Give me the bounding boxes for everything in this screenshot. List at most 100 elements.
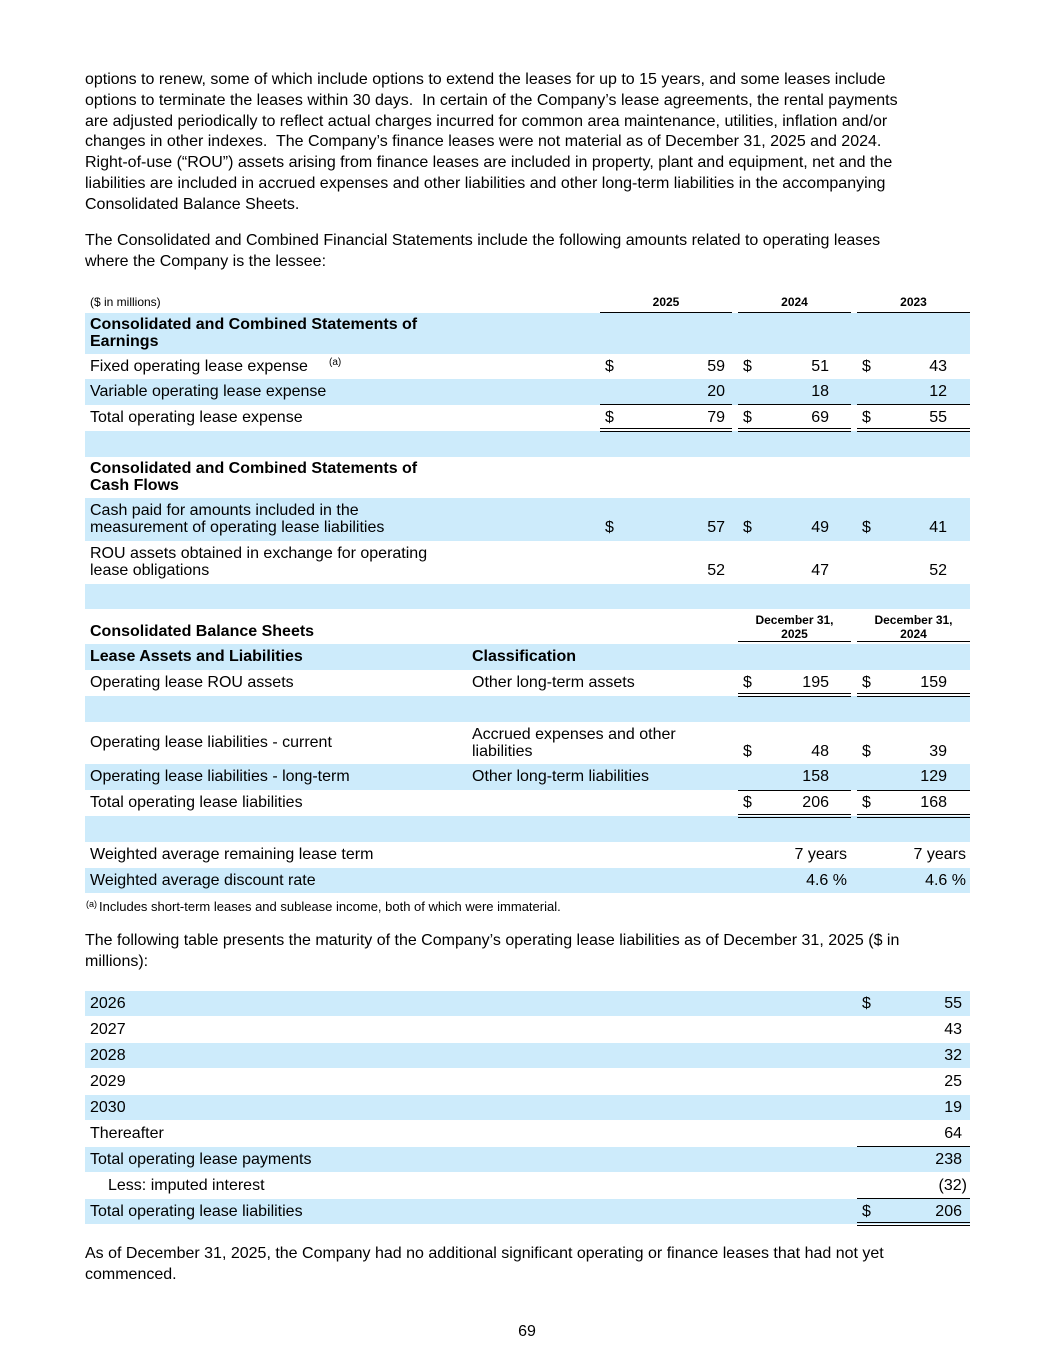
section-title: Consolidated and Combined Statements of: [90, 460, 418, 477]
currency: $: [605, 357, 614, 375]
cell-value: 55: [929, 409, 947, 426]
cell-value: 57: [707, 519, 725, 536]
currency: $: [743, 794, 752, 811]
row-band: [85, 1199, 970, 1224]
column-header: December 31,: [874, 613, 953, 627]
paragraph-line: are adjusted periodically to reflect act…: [85, 112, 888, 130]
row-label: Cash paid for amounts included in the: [90, 502, 359, 519]
row-label: Total operating lease liabilities: [90, 794, 303, 811]
rule: [857, 1222, 970, 1223]
cell-value: 12: [929, 383, 947, 400]
header-cell: Classification: [472, 648, 577, 665]
cell-value: 7 years: [913, 846, 966, 863]
cell-value: 43: [944, 1021, 962, 1038]
row-label: ROU assets obtained in exchange for oper…: [90, 545, 428, 562]
column-header: 2024: [900, 627, 927, 641]
cell-value: 52: [929, 562, 947, 579]
row-label: 2028: [90, 1047, 126, 1064]
page-number: 69: [518, 1323, 536, 1340]
rule: [857, 1225, 970, 1226]
cell-value: 19: [944, 1099, 962, 1116]
currency: $: [862, 794, 871, 811]
currency: $: [743, 357, 752, 375]
paragraph-line: Right-of-use (“ROU”) assets arising from…: [85, 154, 893, 172]
section-title: Cash Flows: [90, 477, 179, 494]
currency: $: [605, 409, 614, 426]
currency: $: [862, 995, 871, 1012]
footnote-ref: (a): [329, 356, 342, 368]
rule: [600, 312, 732, 313]
currency: $: [605, 519, 614, 536]
row-label: Less: imputed interest: [108, 1177, 265, 1194]
row-label: Operating lease ROU assets: [90, 674, 294, 691]
rule: [857, 693, 970, 694]
cell-value: 159: [920, 674, 947, 691]
row-label: Fixed operating lease expense: [90, 357, 308, 375]
row-band: [85, 991, 970, 1016]
classification: liabilities: [472, 742, 533, 760]
row-label: Total operating lease payments: [90, 1151, 312, 1168]
row-band: [85, 868, 970, 893]
rule: [738, 404, 851, 405]
rule: [600, 431, 732, 432]
currency: $: [862, 357, 871, 375]
footnote-text: Includes short-term leases and sublease …: [99, 899, 561, 914]
unit-label: ($ in millions): [90, 295, 161, 309]
currency: $: [862, 1203, 871, 1220]
row-label: Variable operating lease expense: [90, 383, 327, 400]
rule: [857, 1198, 970, 1199]
rule: [857, 817, 970, 818]
row-label: Total operating lease liabilities: [90, 1203, 303, 1220]
paragraph-line: options to terminate the leases within 3…: [85, 91, 898, 109]
rule: [738, 790, 851, 791]
paragraph-line: commenced.: [85, 1265, 177, 1283]
cell-value: 158: [802, 768, 829, 785]
rule: [738, 814, 851, 815]
currency: $: [862, 674, 871, 691]
header-cell: Lease Assets and Liabilities: [90, 648, 303, 665]
row-band: [85, 431, 970, 457]
row-band: [85, 816, 970, 842]
row-label: Operating lease liabilities - long-term: [90, 768, 350, 785]
cell-value: 49: [811, 519, 829, 536]
rule: [857, 790, 970, 791]
row-label: lease obligations: [90, 562, 210, 579]
column-header: December 31,: [755, 613, 834, 627]
cell-value: 206: [935, 1203, 962, 1220]
cell-value: 47: [811, 562, 829, 579]
column-header: 2024: [781, 295, 808, 309]
row-band: [85, 313, 970, 354]
cell-value: 41: [929, 519, 947, 536]
rule: [857, 814, 970, 815]
cell-value: 51: [811, 357, 829, 375]
paragraph-line: The Consolidated and Combined Financial …: [85, 232, 881, 249]
paragraph-line: changes in other indexes. The Company’s …: [85, 133, 882, 151]
row-band: [85, 644, 970, 670]
cell-value: 238: [935, 1151, 962, 1168]
paragraph-line: The following table presents the maturit…: [85, 932, 900, 949]
section-title: Earnings: [90, 333, 159, 350]
cell-value: 18: [811, 383, 829, 400]
classification: Other long-term assets: [472, 674, 635, 691]
section-title: Consolidated and Combined Statements of: [90, 316, 418, 333]
cell-value: 25: [944, 1073, 962, 1090]
paragraph-line: millions):: [85, 952, 149, 970]
cell-value: 20: [707, 383, 725, 400]
currency: $: [862, 519, 871, 536]
row-band: [85, 379, 970, 405]
cell-value: 39: [929, 742, 947, 760]
currency: $: [743, 519, 752, 536]
paragraph-line: Consolidated Balance Sheets.: [85, 195, 300, 213]
currency: $: [743, 409, 752, 426]
cell-value: 48: [811, 742, 829, 760]
rule: [857, 428, 970, 429]
row-label: 2030: [90, 1099, 126, 1116]
row-band: [85, 696, 970, 722]
rule: [857, 431, 970, 432]
column-header: 2025: [781, 627, 808, 641]
paragraph-line: where the Company is the lessee:: [85, 252, 327, 270]
row-band: [85, 584, 970, 609]
cell-value: 32: [944, 1047, 962, 1064]
cell-value: 64: [944, 1125, 962, 1142]
